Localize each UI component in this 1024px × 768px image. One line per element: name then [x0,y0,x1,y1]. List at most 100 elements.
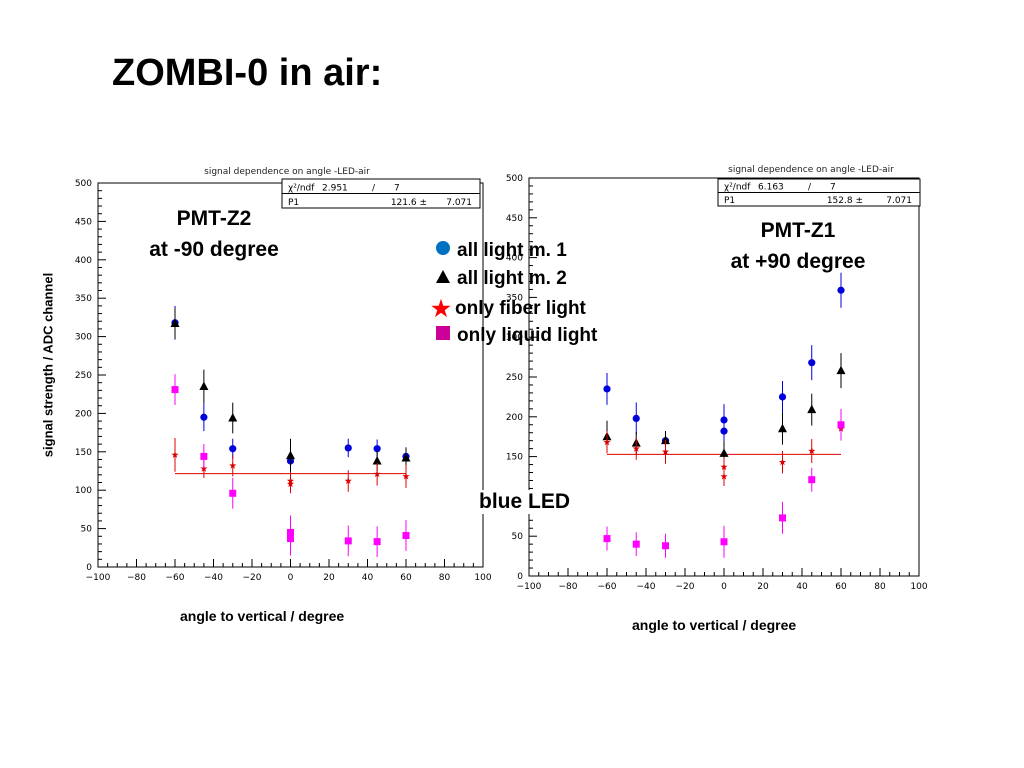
right-x-tick-label: −60 [598,582,617,592]
left-stats-chi2-label: χ²/ndf [288,184,315,194]
left-x-tick-label: 80 [439,573,451,583]
chart-right: signal dependence on angle -LED-air 0 50 10… [506,165,928,592]
left-point-liquid [200,452,208,460]
left-point-fiber [344,477,352,485]
left-stats-p-error: 7.071 [446,198,472,208]
right-stats-p-value: 152.8 ± [827,196,863,206]
left-point-liquid [344,537,352,545]
right-x-tick-label: −100 [517,582,542,592]
left-stats-ndf: 7 [394,184,400,194]
left-x-tick-label: 20 [323,573,335,583]
left-x-tick-label: −60 [166,573,185,583]
left-y-tick-label: 250 [75,371,92,381]
right-x-tick-label: −20 [676,582,695,592]
right-x-tick-label: −40 [637,582,656,592]
right-point-liquid [837,421,845,429]
legend-triangle-icon [433,268,453,290]
legend-square-icon [433,325,453,347]
right-series-liquid [603,408,845,558]
legend-label-m2: all light m. 2 [457,268,567,289]
right-y-tick-label: 300 [506,333,523,343]
right-x-tick-label: 80 [874,582,886,592]
right-point-fiber [720,463,728,471]
right-point-liquid [808,476,816,484]
right-y-tick-label: 500 [506,174,523,184]
right-pmt-name: PMT-Z1 [760,219,836,242]
right-series-m1 [603,272,845,451]
left-x-tick-label: 40 [362,573,374,583]
left-point-m2 [228,413,238,422]
left-pmt-name: PMT-Z2 [176,207,252,230]
right-point-liquid [603,535,611,543]
right-y-tick-label: 0 [517,572,523,582]
legend-label-fiber: only fiber light [455,298,586,319]
right-point-m1 [603,385,611,393]
left-y-tick-label: 150 [75,448,92,458]
right-y-tick-label: 400 [506,254,523,264]
right-x-tick-label: 100 [910,582,927,592]
right-point-m2 [778,423,787,433]
left-y-tick-label: 300 [75,333,92,343]
right-stats-p-error: 7.071 [886,196,912,206]
left-point-fiber [229,461,237,469]
left-point-fiber [402,472,410,480]
left-x-tick-label: −80 [127,573,146,583]
legend-item-fiber: ★ only fiber light [431,296,586,322]
left-point-m1 [229,445,237,453]
right-point-m1 [778,393,787,401]
right-point-fiber [720,472,728,480]
right-point-fiber [632,444,640,452]
right-y-tick-label: 50 [512,532,524,542]
right-stats-chi2-label: χ²/ndf [724,183,751,193]
left-y-tick-label: 50 [81,525,93,535]
left-x-tick-label: −20 [243,573,262,583]
legend-circle-icon [433,240,453,262]
left-stats-p-label: P1 [288,198,299,208]
left-y-tick-label: 500 [75,179,92,189]
right-point-m2 [807,404,817,414]
left-y-tick-label: 100 [75,486,92,496]
right-point-m1 [808,359,816,367]
left-point-m1 [344,444,352,452]
right-point-m1 [720,427,728,435]
left-x-tick-label: 0 [288,573,294,583]
left-x-tick-label: 100 [474,573,491,583]
left-point-m2 [199,381,209,391]
chart-left: signal dependence on angle -LED-air 0 50 10… [75,167,492,583]
right-x-tick-label: 20 [757,582,769,592]
right-x-tick-label: −80 [559,582,578,592]
right-x-tick-label: 60 [835,582,847,592]
right-point-fiber [603,438,611,446]
left-pmt-label: PMT-Z2 at -90 degree [140,203,288,265]
right-point-m2 [836,365,846,375]
right-point-liquid [662,542,669,550]
right-y-tick-label: 200 [506,413,523,423]
right-x-tick-label: 40 [796,582,808,592]
left-point-m2 [401,452,411,462]
right-y-tick-label: 150 [506,453,523,463]
left-x-tick-label: −100 [86,573,111,583]
left-point-liquid [171,386,179,394]
left-y-tick-label: 450 [75,217,92,227]
legend-star-icon: ★ [431,296,451,321]
left-point-fiber [373,470,381,478]
right-stats-slash: / [808,183,812,193]
legend-item-m2: all light m. 2 [433,268,567,290]
right-stats-chi2: 6.163 [758,183,784,193]
right-point-liquid [779,514,786,522]
right-pmt-angle: at +90 degree [730,250,866,273]
right-x-tick-label: 0 [721,582,727,592]
blue-led-label: blue LED [477,490,573,514]
left-series-m2 [170,308,411,473]
legend-item-m1: all light m. 1 [433,240,567,262]
right-point-fiber [808,447,816,455]
left-point-fiber [286,477,295,485]
right-y-tick-label: 450 [506,214,523,224]
left-y-tick-label: 0 [86,563,92,573]
left-pmt-angle: at -90 degree [149,238,279,261]
left-x-axis-label: angle to vertical / degree [180,608,345,624]
left-point-fiber [171,451,179,458]
slide-title: ZOMBI-0 in air: [112,52,383,94]
left-point-liquid [287,535,294,543]
left-y-tick-label: 200 [75,409,92,419]
